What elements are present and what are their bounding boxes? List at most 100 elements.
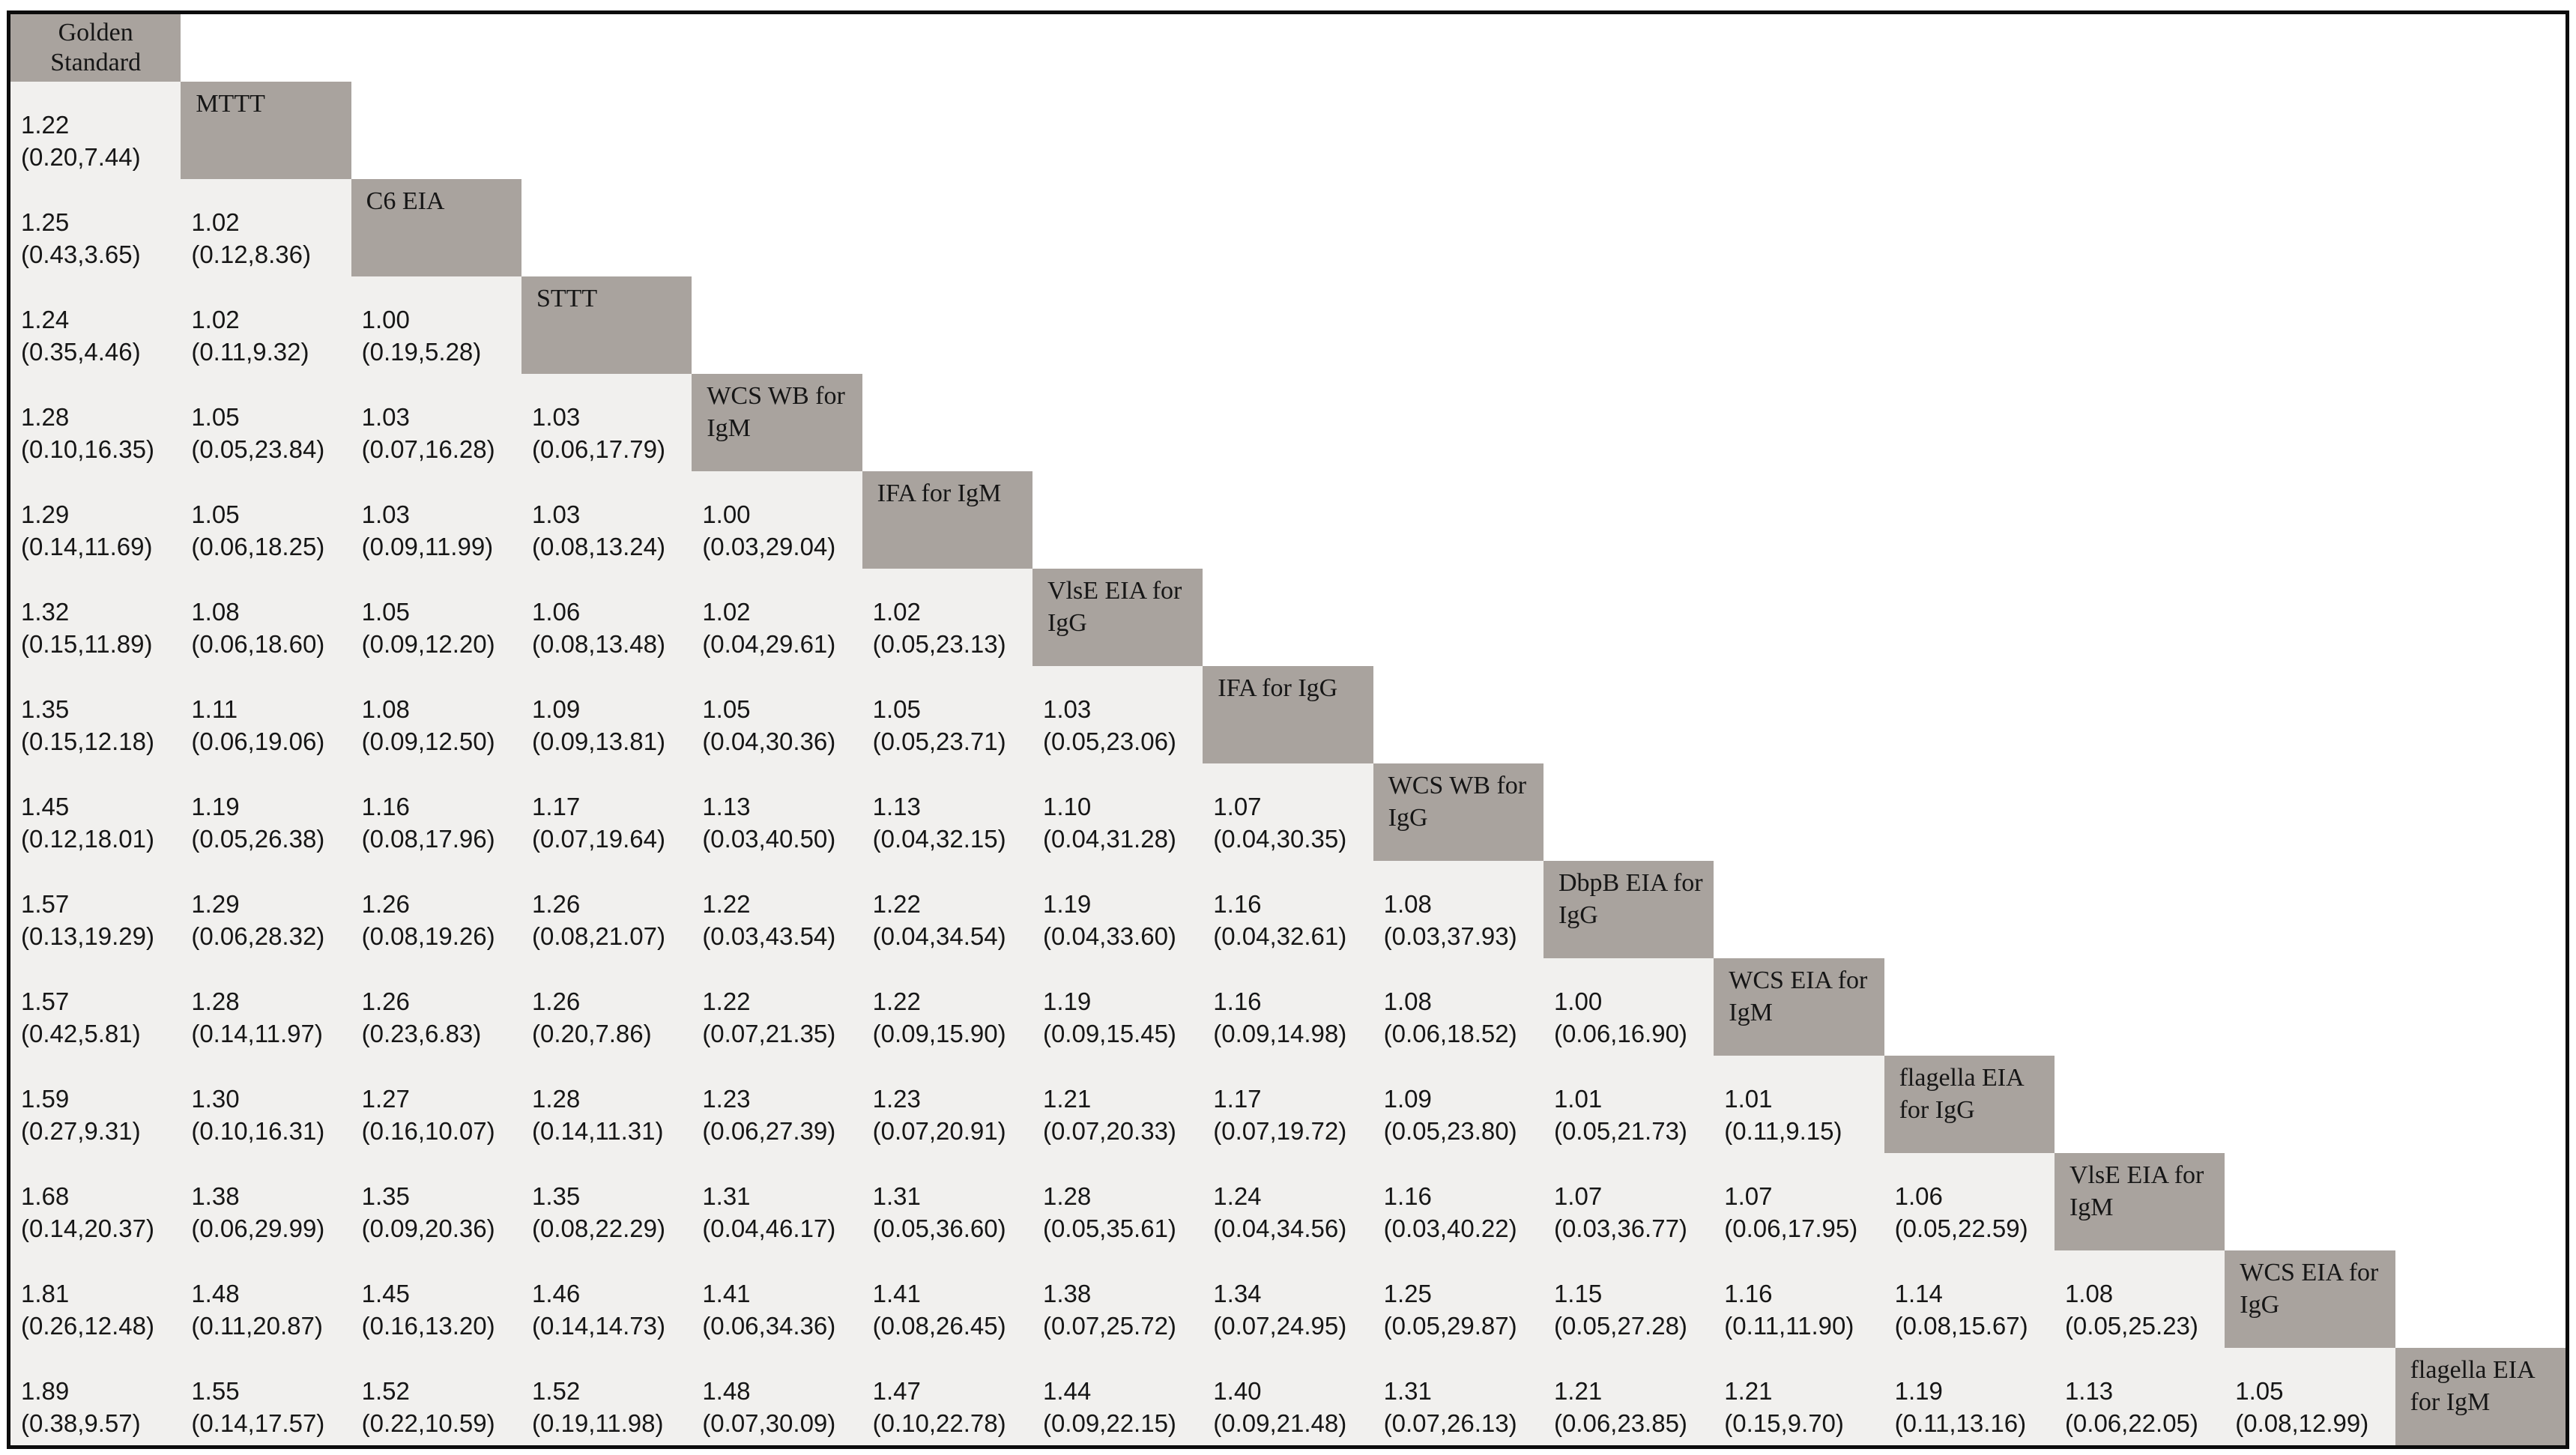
test-name-label: WCS WB for IgM xyxy=(707,382,845,442)
estimate-value: 1.81 xyxy=(21,1280,70,1307)
table-row: 1.32 (0.15,11.89) 1.08 (0.06,18.60) 1.05 (0.0… xyxy=(10,569,2566,666)
estimate-cell-r15-c3: 1.52 (0.22,10.59) xyxy=(351,1348,521,1445)
estimate-value: 1.15 xyxy=(1553,1280,1603,1307)
estimate-cell-r9-c2: 1.19 (0.05,26.38) xyxy=(181,763,351,861)
estimate-cell-r13-c7: 1.28 (0.05,35.61) xyxy=(1032,1153,1203,1250)
estimate-cell-r14-c8: 1.34 (0.07,24.95) xyxy=(1203,1250,1373,1348)
confidence-interval: (0.04,46.17) xyxy=(702,1214,836,1242)
test-name-label: C6 EIA xyxy=(366,187,445,215)
empty-cell xyxy=(1714,763,1884,861)
confidence-interval: (0.05,23.06) xyxy=(1042,728,1176,755)
estimate-cell-r14-c13: 1.08 (0.05,25.23) xyxy=(2054,1250,2225,1348)
diagonal-label-cell: IFA for IgM xyxy=(862,471,1032,569)
estimate-value: 1.23 xyxy=(872,1085,921,1113)
estimate-cell-r10-c7: 1.19 (0.04,33.60) xyxy=(1032,861,1203,958)
estimate-value: 1.26 xyxy=(531,890,581,918)
estimate-value: 1.38 xyxy=(191,1182,240,1210)
confidence-interval: (0.05,27.28) xyxy=(1553,1312,1687,1340)
estimate-value: 1.02 xyxy=(191,306,240,333)
estimate-value: 1.55 xyxy=(191,1377,240,1405)
estimate-cell-r13-c3: 1.35 (0.09,20.36) xyxy=(351,1153,521,1250)
confidence-interval: (0.10,16.35) xyxy=(21,435,154,463)
estimate-cell-r10-c3: 1.26 (0.08,19.26) xyxy=(351,861,521,958)
estimate-cell-r12-c2: 1.30 (0.10,16.31) xyxy=(181,1056,351,1153)
confidence-interval: (0.05,36.60) xyxy=(872,1214,1006,1242)
confidence-interval: (0.09,21.48) xyxy=(1213,1409,1347,1437)
estimate-value: 1.05 xyxy=(702,695,751,723)
confidence-interval: (0.07,26.13) xyxy=(1383,1409,1517,1437)
empty-cell xyxy=(1714,861,1884,958)
estimate-value: 1.05 xyxy=(872,695,921,723)
estimate-value: 1.08 xyxy=(191,598,240,626)
table-row: 1.35 (0.15,12.18) 1.11 (0.06,19.06) 1.08 (0.0… xyxy=(10,666,2566,763)
test-name-label: WCS EIA for IgG xyxy=(2240,1259,2379,1319)
confidence-interval: (0.06,22.05) xyxy=(2064,1409,2198,1437)
table-row: 1.89 (0.38,9.57) 1.55 (0.14,17.57) 1.52 (0.22… xyxy=(10,1348,2566,1445)
estimate-cell-r8-c6: 1.05 (0.05,23.71) xyxy=(862,666,1032,763)
confidence-interval: (0.06,17.79) xyxy=(531,435,665,463)
empty-cell xyxy=(1714,471,1884,569)
empty-cell xyxy=(2395,179,2566,276)
empty-cell xyxy=(351,14,521,82)
estimate-cell-r8-c7: 1.03 (0.05,23.06) xyxy=(1032,666,1203,763)
empty-cell xyxy=(2225,861,2395,958)
estimate-value: 1.40 xyxy=(1213,1377,1262,1405)
estimate-cell-r4-c1: 1.24 (0.35,4.46) xyxy=(10,276,181,374)
estimate-cell-r15-c9: 1.31 (0.07,26.13) xyxy=(1373,1348,1544,1445)
estimate-cell-r11-c1: 1.57 (0.42,5.81) xyxy=(10,958,181,1056)
empty-cell xyxy=(1032,82,1203,179)
empty-cell xyxy=(1373,82,1544,179)
confidence-interval: (0.06,16.90) xyxy=(1553,1020,1687,1047)
estimate-value: 1.34 xyxy=(1213,1280,1262,1307)
empty-cell xyxy=(1203,82,1373,179)
estimate-value: 1.00 xyxy=(702,500,751,528)
empty-cell xyxy=(1543,14,1714,82)
confidence-interval: (0.07,21.35) xyxy=(702,1020,836,1047)
table-row: 1.81 (0.26,12.48) 1.48 (0.11,20.87) 1.45 (0.1… xyxy=(10,1250,2566,1348)
confidence-interval: (0.26,12.48) xyxy=(21,1312,154,1340)
estimate-value: 1.02 xyxy=(702,598,751,626)
estimate-value: 1.03 xyxy=(1042,695,1092,723)
estimate-value: 1.25 xyxy=(21,208,70,236)
empty-cell xyxy=(1884,14,2055,82)
estimate-value: 1.03 xyxy=(531,403,581,431)
estimate-value: 1.28 xyxy=(531,1085,581,1113)
empty-cell xyxy=(1373,666,1544,763)
estimate-cell-r15-c8: 1.40 (0.09,21.48) xyxy=(1203,1348,1373,1445)
empty-cell xyxy=(2395,1056,2566,1153)
empty-cell xyxy=(1714,14,1884,82)
estimate-cell-r8-c1: 1.35 (0.15,12.18) xyxy=(10,666,181,763)
estimate-cell-r9-c3: 1.16 (0.08,17.96) xyxy=(351,763,521,861)
estimate-cell-r8-c3: 1.08 (0.09,12.50) xyxy=(351,666,521,763)
estimate-cell-r9-c4: 1.17 (0.07,19.64) xyxy=(521,763,692,861)
confidence-interval: (0.05,22.59) xyxy=(1894,1214,2028,1242)
diagonal-label-cell: WCS WB for IgG xyxy=(1373,763,1544,861)
estimate-cell-r15-c10: 1.21 (0.06,23.85) xyxy=(1543,1348,1714,1445)
estimate-value: 1.24 xyxy=(21,306,70,333)
confidence-interval: (0.08,22.29) xyxy=(531,1214,665,1242)
confidence-interval: (0.35,4.46) xyxy=(21,338,141,366)
estimate-cell-r13-c12: 1.06 (0.05,22.59) xyxy=(1884,1153,2055,1250)
estimate-cell-r15-c5: 1.48 (0.07,30.09) xyxy=(692,1348,862,1445)
empty-cell xyxy=(2225,179,2395,276)
confidence-interval: (0.07,25.72) xyxy=(1042,1312,1176,1340)
empty-cell xyxy=(862,82,1032,179)
estimate-cell-r14-c1: 1.81 (0.26,12.48) xyxy=(10,1250,181,1348)
empty-cell xyxy=(2395,861,2566,958)
empty-cell xyxy=(1032,14,1203,82)
estimate-value: 1.19 xyxy=(191,793,240,820)
estimate-value: 1.21 xyxy=(1042,1085,1092,1113)
estimate-value: 1.41 xyxy=(702,1280,751,1307)
empty-cell xyxy=(2395,666,2566,763)
confidence-interval: (0.11,9.15) xyxy=(1724,1117,1842,1145)
estimate-cell-r5-c2: 1.05 (0.05,23.84) xyxy=(181,374,351,471)
diagonal-label-cell: DbpB EIA for IgG xyxy=(1543,861,1714,958)
confidence-interval: (0.05,23.80) xyxy=(1383,1117,1517,1145)
test-name-label: flagella EIA for IgM xyxy=(2410,1356,2534,1416)
estimate-value: 1.28 xyxy=(1042,1182,1092,1210)
confidence-interval: (0.14,20.37) xyxy=(21,1214,154,1242)
empty-cell xyxy=(1884,958,2055,1056)
table-row: Golden Standard xyxy=(10,14,2566,82)
confidence-interval: (0.14,11.69) xyxy=(21,533,153,560)
empty-cell xyxy=(1032,374,1203,471)
